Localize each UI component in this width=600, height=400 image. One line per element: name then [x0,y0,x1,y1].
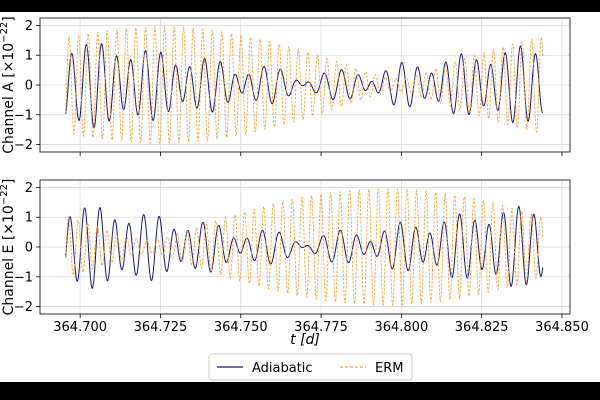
yticks-bottom: −2 −1 0 1 2 [14,181,40,315]
bottom-black-band [0,382,600,400]
xtick-label-3: 364.775 [294,320,348,335]
ylabel-e-prefix: Channel E [×10 [1,205,17,315]
xtick-label-5: 364.825 [455,320,509,335]
xtick-label-4: 364.800 [374,320,428,335]
ylabel-a-suffix: ] [1,16,17,21]
top-black-band [0,0,600,12]
xtick-label-6: 364.850 [535,320,589,335]
xtick-label-1: 364.725 [134,320,188,335]
legend: Adiabatic ERM [208,353,413,381]
ytick-label-3: 1 [25,49,33,64]
ytick-label-4: 2 [25,181,33,196]
ytick-label-4: 2 [25,19,33,34]
legend-label-adiabatic: Adiabatic [252,361,313,376]
xlabel-time: t [d] [290,332,320,348]
grid-bottom [40,180,570,314]
series-top [65,25,544,145]
ylabel-a-exp: −22 [0,22,10,43]
xtick-label-2: 364.750 [214,320,268,335]
xtick-label-0: 364.700 [53,320,107,335]
series-line-erm-1 [65,187,544,307]
ytick-label-2: 0 [25,241,33,256]
ytick-label-0: −2 [14,138,33,153]
series-line-adiabatic-0 [65,43,544,129]
ytick-label-3: 1 [25,211,33,226]
ytick-label-2: 0 [25,79,33,94]
ylabel-e-suffix: ] [1,179,17,184]
ylabel-channel-a: Channel A [×10−22] [0,16,17,154]
ytick-label-1: −1 [14,108,33,123]
ylabel-e-exp: −22 [0,184,10,205]
figure-background [0,12,600,382]
ylabel-a-prefix: Channel A [×10 [1,43,17,154]
ytick-label-0: −2 [14,300,33,315]
yticks-top: −2 −1 0 1 2 [14,19,563,156]
panel-channel-a: −2 −1 0 1 2 Channel A [×10−22] [0,16,571,156]
legend-label-erm: ERM [375,361,403,376]
ylabel-channel-e: Channel E [×10−22] [0,179,17,316]
ytick-label-1: −1 [14,270,33,285]
xticks-bottom: 364.700 364.725 364.750 364.775 364.800 364.8… [53,314,589,335]
series-bottom [65,187,544,307]
series-line-erm-0 [65,25,544,145]
legend-frame [208,353,413,381]
